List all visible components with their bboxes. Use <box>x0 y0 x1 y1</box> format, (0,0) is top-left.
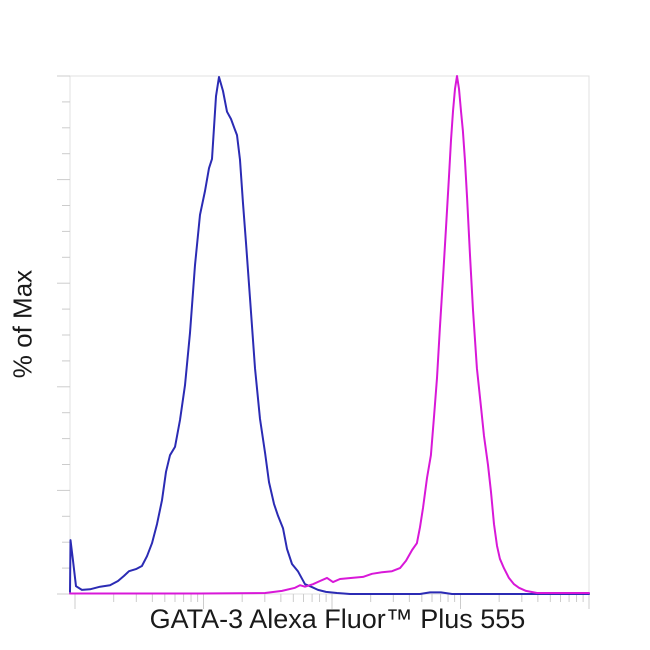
curve-blue <box>69 76 590 595</box>
y-axis-label: % of Max <box>7 269 38 379</box>
curve-magenta <box>69 75 590 595</box>
x-axis-label: GATA-3 Alexa Fluor™ Plus 555 <box>149 604 526 634</box>
plot-frame <box>69 75 590 595</box>
